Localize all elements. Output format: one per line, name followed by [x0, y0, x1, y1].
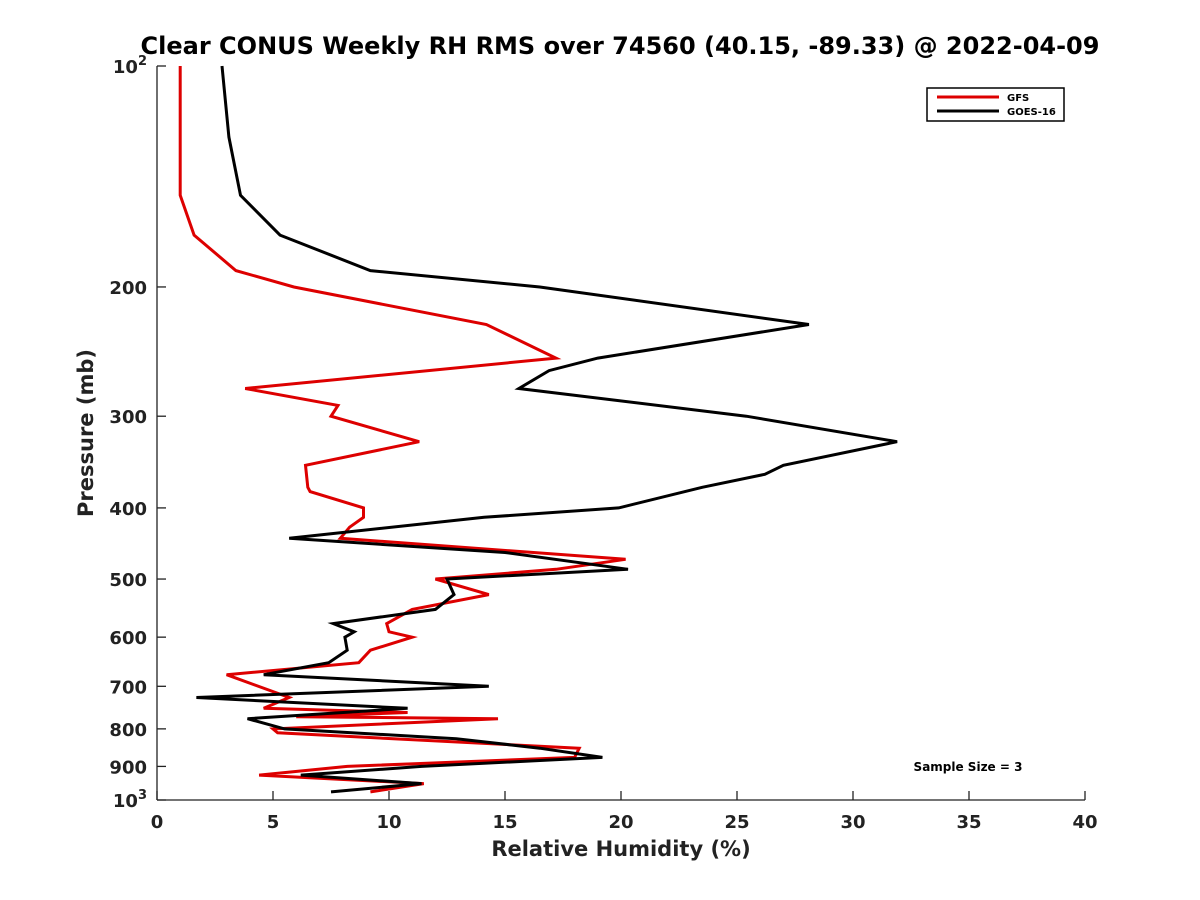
y-tick-label-bottom: 103	[113, 788, 147, 812]
x-tick-label: 40	[1072, 812, 1097, 833]
plot-area: 0 5 10 15 20 25 30 35 40 200 300 400 500 600 700 800 900…	[109, 54, 1097, 833]
y-axis-label: Pressure (mb)	[74, 349, 98, 517]
legend-label: GOES-16	[1007, 107, 1056, 118]
x-tick-label: 35	[956, 812, 981, 833]
y-tick-label: 700	[109, 677, 147, 698]
legend-label: GFS	[1007, 93, 1029, 104]
x-tick-label: 5	[267, 812, 280, 833]
x-tick-label: 10	[376, 812, 401, 833]
chart-title: Clear CONUS Weekly RH RMS over 74560 (40…	[141, 32, 1100, 60]
y-tick-label: 300	[109, 407, 147, 428]
x-tick-label: 20	[608, 812, 633, 833]
y-tick-label: 900	[109, 757, 147, 778]
x-tick-label: 30	[840, 812, 865, 833]
y-tick-label: 800	[109, 720, 147, 741]
legend-box	[926, 87, 1065, 122]
series-line-gfs	[178, 66, 626, 794]
series-line-goes-16	[196, 65, 898, 794]
x-tick-label: 15	[492, 812, 517, 833]
x-axis-label: Relative Humidity (%)	[491, 837, 750, 861]
y-tick-label: 500	[109, 570, 147, 591]
legend: GFS GOES-16	[926, 87, 1065, 122]
x-tick-label: 25	[724, 812, 749, 833]
y-tick-label: 600	[109, 628, 147, 649]
sample-size-annotation: Sample Size = 3	[914, 760, 1023, 774]
y-tick-label-top: 102	[113, 54, 147, 78]
y-tick-label: 400	[109, 499, 147, 520]
x-tick-label: 0	[151, 812, 164, 833]
y-tick-label: 200	[109, 278, 147, 299]
